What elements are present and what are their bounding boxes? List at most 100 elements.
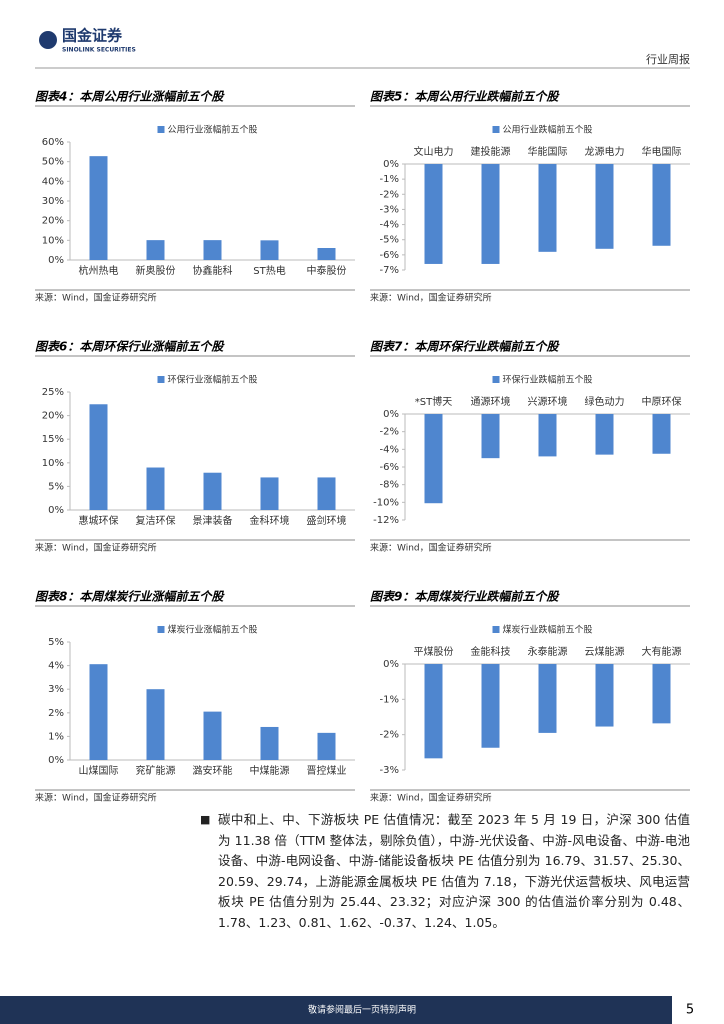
bar <box>424 664 443 759</box>
y-tick-label: -5% <box>380 235 399 246</box>
y-tick-label: 5% <box>48 637 64 648</box>
legend-swatch <box>157 126 165 133</box>
x-tick-label: 兴源环境 <box>528 395 568 408</box>
x-tick-label: 华能国际 <box>528 145 568 158</box>
y-tick-label: -6% <box>380 250 399 261</box>
bar <box>203 472 222 510</box>
x-tick-label: 绿色动力 <box>585 395 625 408</box>
y-tick-label: 0% <box>383 159 399 170</box>
bar <box>424 164 443 264</box>
x-tick-label: 平煤股份 <box>414 645 454 658</box>
y-tick-label: 0% <box>383 659 399 670</box>
legend-label: 环保行业跌幅前五个股 <box>503 374 593 386</box>
source: 来源：Wind，国金证券研究所 <box>35 792 157 804</box>
x-tick-label: 文山电力 <box>414 145 454 158</box>
x-tick-label: 协鑫能科 <box>193 264 233 277</box>
legend-label: 环保行业涨幅前五个股 <box>168 374 258 386</box>
y-tick-label: 0% <box>48 505 64 516</box>
chart-title: 图表9：本周煤炭行业跌幅前五个股 <box>370 590 560 604</box>
x-tick-label: 复洁环保 <box>136 514 176 527</box>
bar <box>146 467 165 510</box>
source: 来源：Wind，国金证券研究所 <box>35 542 157 554</box>
bar <box>260 726 279 760</box>
bar <box>652 664 671 724</box>
x-tick-label: 中煤能源 <box>250 764 290 777</box>
y-tick-label: 25% <box>42 387 64 398</box>
legend-swatch <box>157 626 165 633</box>
x-tick-label: 兖矿能源 <box>136 764 176 777</box>
source: 来源：Wind，国金证券研究所 <box>370 792 492 804</box>
y-tick-label: -2% <box>380 730 399 741</box>
legend-swatch <box>157 376 165 383</box>
x-tick-label: 景津装备 <box>193 514 233 527</box>
bar <box>89 664 108 760</box>
bar <box>317 248 336 260</box>
y-tick-label: 10% <box>42 458 64 469</box>
bar <box>317 477 336 510</box>
y-tick-label: -3% <box>380 765 399 776</box>
x-tick-label: 永泰能源 <box>528 645 568 658</box>
bar <box>203 711 222 760</box>
y-tick-label: 30% <box>42 196 64 207</box>
x-tick-label: 新奥股份 <box>136 264 176 277</box>
y-tick-label: -12% <box>373 515 399 526</box>
y-tick-label: 2% <box>48 708 64 719</box>
y-tick-label: 50% <box>42 157 64 168</box>
y-tick-label: 60% <box>42 137 64 148</box>
chart-title: 图表4：本周公用行业涨幅前五个股 <box>35 90 225 104</box>
bar <box>595 164 614 249</box>
footer-bar <box>0 996 672 1024</box>
legend-swatch <box>492 376 500 383</box>
x-tick-label: 山煤国际 <box>79 764 119 777</box>
y-tick-label: -4% <box>380 220 399 231</box>
y-tick-label: 4% <box>48 661 64 672</box>
brand: 国金证券 <box>62 27 123 45</box>
x-tick-label: 云煤能源 <box>585 645 625 658</box>
y-tick-label: -7% <box>380 265 399 276</box>
y-tick-label: -1% <box>380 174 399 185</box>
bar <box>317 732 336 760</box>
chart-title: 图表7：本周环保行业跌幅前五个股 <box>370 340 560 354</box>
y-tick-label: -2% <box>380 189 399 200</box>
y-tick-label: 20% <box>42 411 64 422</box>
bar <box>538 664 557 733</box>
legend-label: 公用行业跌幅前五个股 <box>503 124 593 136</box>
bar <box>260 240 279 260</box>
y-tick-label: 0% <box>48 255 64 266</box>
y-tick-label: 1% <box>48 731 64 742</box>
legend-swatch <box>492 626 500 633</box>
bar <box>595 414 614 455</box>
y-tick-label: -3% <box>380 204 399 215</box>
source: 来源：Wind，国金证券研究所 <box>370 542 492 554</box>
y-tick-label: 20% <box>42 216 64 227</box>
report-type: 行业周报 <box>646 52 690 66</box>
y-tick-label: -8% <box>380 480 399 491</box>
y-tick-label: 10% <box>42 235 64 246</box>
chart-title: 图表6：本周环保行业涨幅前五个股 <box>35 340 225 354</box>
x-tick-label: 惠城环保 <box>79 514 119 527</box>
source: 来源：Wind，国金证券研究所 <box>35 292 157 304</box>
x-tick-label: 金能科技 <box>471 645 511 658</box>
bar <box>481 414 500 459</box>
chart-title: 图表8：本周煤炭行业涨幅前五个股 <box>35 590 225 604</box>
x-tick-label: 华电国际 <box>642 145 682 158</box>
bullet: ■ <box>200 813 211 826</box>
bar <box>424 414 443 504</box>
brand-en: SINOLINK SECURITIES <box>62 47 136 54</box>
legend-label: 煤炭行业涨幅前五个股 <box>168 624 258 636</box>
x-tick-label: 盛剑环境 <box>307 514 347 527</box>
logo <box>39 31 57 49</box>
x-tick-label: 大有能源 <box>642 645 682 658</box>
y-tick-label: -2% <box>380 427 399 438</box>
x-tick-label: 建投能源 <box>471 145 511 158</box>
bar <box>89 156 108 260</box>
x-tick-label: 通源环境 <box>471 395 511 408</box>
disclaimer: 敬请参阅最后一页特别声明 <box>308 1004 416 1016</box>
y-tick-label: -4% <box>380 444 399 455</box>
y-tick-label: 15% <box>42 434 64 445</box>
bar <box>481 164 500 264</box>
bar <box>538 414 557 457</box>
bar <box>89 404 108 510</box>
